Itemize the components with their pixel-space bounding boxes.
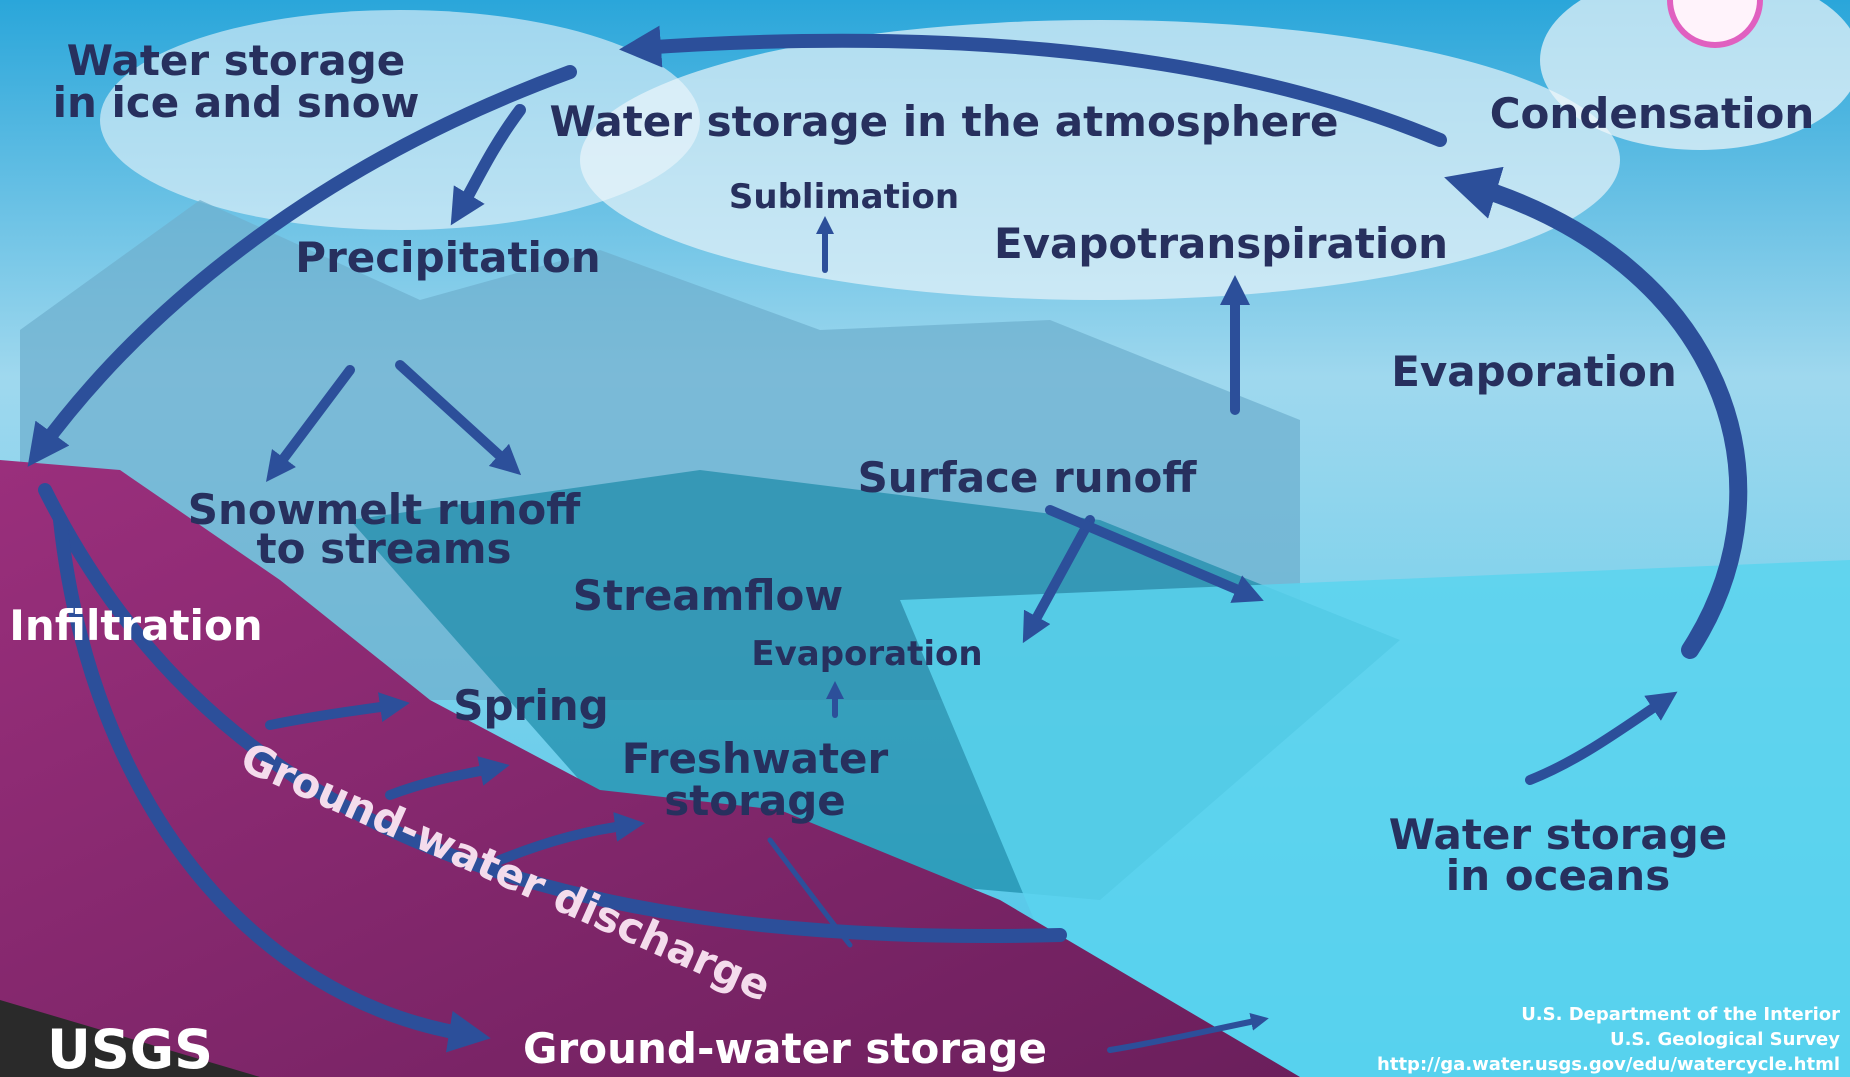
arrow [266, 365, 355, 482]
arrow [1045, 505, 1264, 603]
arrow [395, 360, 522, 476]
cloud [1540, 0, 1850, 150]
arrow [265, 692, 410, 730]
arrow [385, 756, 510, 800]
arrow [1444, 166, 1748, 659]
label: Water storage in the atmosphere [550, 97, 1339, 146]
arrow [53, 513, 491, 1053]
arrow [1525, 691, 1678, 785]
bedrock [0, 1000, 260, 1077]
arrow [495, 811, 645, 865]
logo: USGS [47, 1018, 213, 1077]
label: Freshwater [622, 734, 889, 783]
arrow [450, 104, 526, 226]
ocean [900, 560, 1850, 1077]
label: to streams [257, 524, 512, 573]
arrow [767, 837, 853, 948]
credit: U.S. Geological Survey [1610, 1029, 1840, 1050]
label: Streamflow [573, 571, 843, 620]
label: Snowmelt runoff [188, 485, 582, 534]
sun [1667, 0, 1763, 48]
label: Water storage [1389, 810, 1728, 859]
label: Condensation [1490, 89, 1815, 138]
arrow [27, 65, 577, 467]
label: storage [664, 776, 846, 825]
label: in oceans [1446, 851, 1670, 900]
arrow [619, 25, 1447, 147]
cloud [100, 10, 700, 230]
label: Water storage [67, 36, 406, 85]
label: Surface runoff [858, 453, 1198, 502]
arrow [38, 483, 1067, 943]
label: Evapotranspiration [994, 219, 1448, 268]
credit: U.S. Department of the Interior [1521, 1004, 1840, 1025]
arrow [1107, 1012, 1269, 1053]
credit: http://ga.water.usgs.gov/edu/watercycle.… [1377, 1054, 1840, 1075]
label: Sublimation [729, 177, 959, 217]
cloud [580, 20, 1620, 300]
arrow [1022, 515, 1095, 644]
label: Spring [453, 681, 608, 730]
label: Ground-water storage [523, 1024, 1047, 1073]
label: Evaporation [751, 634, 982, 674]
label: Infiltration [9, 601, 262, 650]
ground [0, 460, 1300, 1077]
label: in ice and snow [53, 78, 420, 127]
label: Precipitation [295, 233, 600, 282]
label: Evaporation [1391, 347, 1677, 396]
